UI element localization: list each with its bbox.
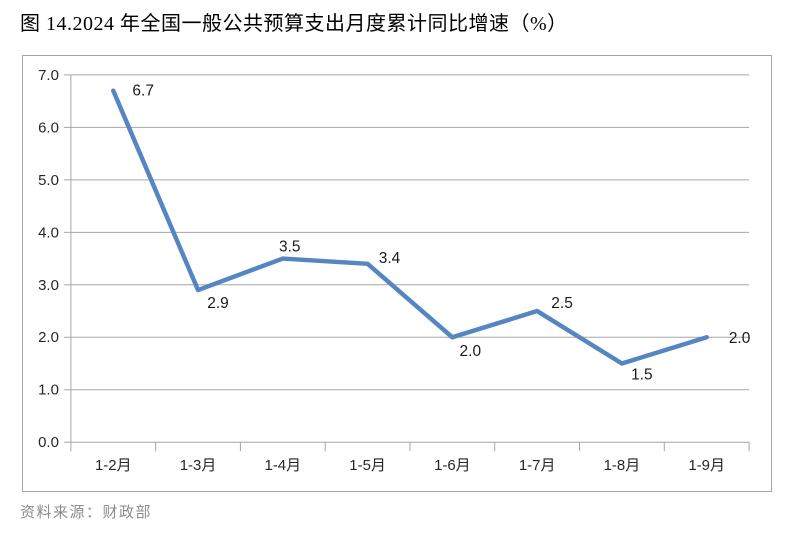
data-point-label: 1.5 [631, 366, 652, 383]
x-tick-label: 1-6月 [434, 457, 471, 474]
y-tick-label: 5.0 [38, 172, 59, 189]
y-tick-label: 3.0 [38, 277, 59, 294]
y-tick-label: 0.0 [38, 434, 59, 451]
data-point-label: 2.0 [460, 343, 481, 360]
y-tick-label: 2.0 [38, 329, 59, 346]
chart-title: 图 14.2024 年全国一般公共预算支出月度累计同比增速（%） [20, 13, 568, 35]
data-point-label: 2.9 [207, 295, 228, 312]
data-point-label: 3.5 [279, 239, 300, 256]
x-tick-label: 1-7月 [519, 457, 556, 474]
chart-frame: 0.0 1.0 2.0 3.0 4.0 5.0 6.0 7.0 1-2月 1-3月 1-4月 1-5月… [22, 55, 772, 492]
x-tick-label: 1-5月 [349, 457, 386, 474]
y-tick-label: 7.0 [38, 67, 59, 84]
y-tick-label: 1.0 [38, 382, 59, 399]
data-point-label: 3.4 [379, 250, 401, 267]
data-point-label: 2.0 [729, 330, 750, 347]
series-line [111, 88, 709, 366]
x-tick-label: 1-2月 [95, 457, 132, 474]
x-tick-label: 1-4月 [265, 457, 302, 474]
x-tick-label: 1-9月 [688, 457, 725, 474]
data-point-label: 6.7 [132, 83, 153, 100]
x-tick-label: 1-8月 [604, 457, 641, 474]
line-chart: 0.0 1.0 2.0 3.0 4.0 5.0 6.0 7.0 1-2月 1-3月 1-4月 1-5月… [38, 67, 750, 474]
x-tick-label: 1-3月 [180, 457, 217, 474]
y-tick-label: 6.0 [38, 119, 59, 136]
y-tick-label: 4.0 [38, 224, 59, 241]
data-point-label: 2.5 [551, 295, 572, 312]
source-note: 资料来源：财政部 [20, 505, 153, 521]
